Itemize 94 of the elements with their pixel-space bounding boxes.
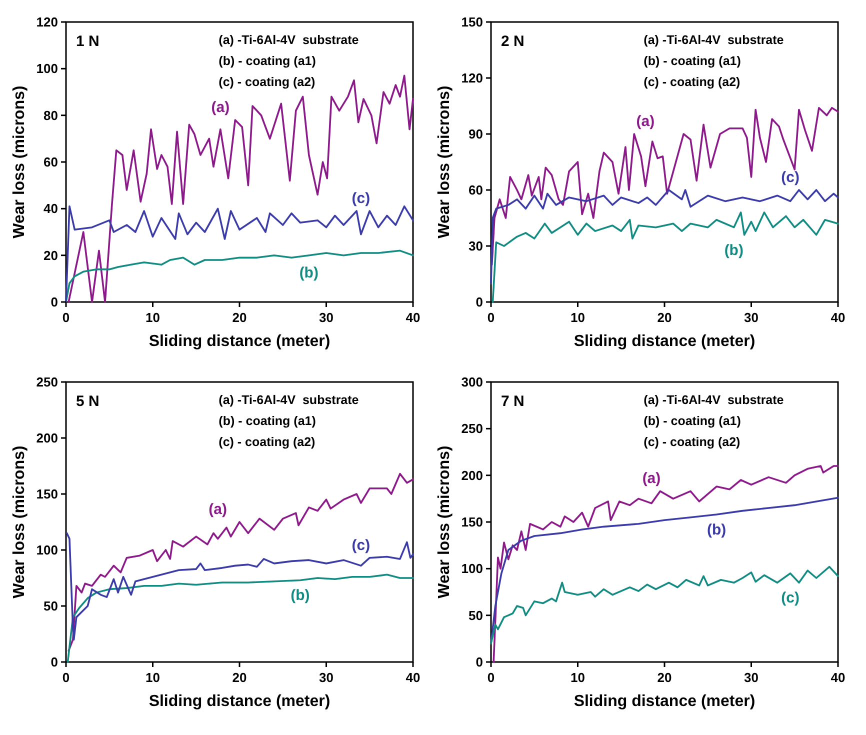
series-label: (c): [781, 590, 800, 607]
annotation: (a) -Ti-6Al-4V substrate: [218, 33, 359, 47]
y-tick-label: 50: [468, 608, 483, 623]
x-tick-label: 10: [570, 670, 585, 685]
y-tick-label: 40: [44, 201, 58, 216]
line-series: [66, 574, 414, 663]
x-axis-title: Sliding distance (meter): [148, 333, 330, 350]
line-series: [492, 212, 839, 303]
y-tick-label: 90: [468, 126, 483, 142]
series-label: (b): [290, 587, 310, 604]
y-tick-label: 50: [44, 598, 58, 614]
series-label: (a): [208, 501, 227, 518]
series-label: (a): [636, 113, 655, 130]
x-tick-label: 40: [830, 310, 846, 325]
annotation: (b) - coating (a1): [218, 414, 316, 428]
annotation: (a) -Ti-6Al-4V substrate: [644, 393, 784, 407]
x-tick-label: 40: [406, 670, 420, 685]
y-tick-label: 0: [476, 294, 483, 310]
y-tick-label: 120: [461, 70, 483, 86]
line-series: [68, 74, 414, 303]
text: 5 N: [76, 393, 100, 410]
x-tick-label: 30: [744, 310, 758, 325]
y-tick-label: 200: [461, 468, 483, 483]
line-series: [65, 250, 414, 303]
x-tick-label: 20: [232, 310, 247, 325]
y-tick-label: 200: [36, 430, 58, 446]
annotation: (c) - coating (a2): [218, 435, 316, 449]
y-tick-label: 150: [461, 514, 483, 530]
x-tick-label: 20: [657, 310, 672, 325]
y-tick-label: 0: [50, 654, 58, 670]
annotation: (a) -Ti-6Al-4V substrate: [218, 393, 359, 407]
annotation: (b) - coating (a1): [644, 54, 741, 68]
line-series: [68, 472, 414, 652]
series-label: (c): [781, 169, 800, 186]
series-label: (b): [706, 522, 726, 539]
y-axis-title: Wear loss (microns): [436, 446, 453, 598]
x-tick-label: 40: [406, 310, 420, 325]
x-axis-title: Sliding distance (meter): [574, 693, 756, 710]
x-tick-label: 10: [146, 310, 160, 325]
x-tick-label: 30: [319, 310, 334, 325]
y-tick-label: 120: [36, 14, 58, 30]
x-tick-label: 0: [62, 310, 70, 325]
annotation: (b) - coating (a1): [218, 54, 316, 68]
y-tick-label: 80: [44, 108, 58, 123]
series-label: (a): [211, 99, 230, 116]
y-tick-label: 100: [36, 61, 58, 76]
line-series: [490, 189, 839, 284]
y-tick-label: 150: [461, 14, 483, 30]
text: 7 N: [501, 393, 524, 410]
y-tick-label: 30: [468, 238, 483, 254]
line-series: [490, 106, 839, 266]
annotation: (c) - coating (a2): [644, 75, 740, 89]
x-tick-label: 40: [830, 670, 846, 685]
x-tick-label: 30: [744, 670, 758, 685]
y-axis-title: Wear loss (microns): [11, 446, 28, 598]
series-label: (c): [352, 190, 370, 207]
x-tick-label: 0: [62, 670, 70, 685]
y-tick-label: 0: [50, 294, 58, 310]
y-tick-label: 60: [468, 182, 483, 198]
annotation: (b) - coating (a1): [644, 414, 741, 428]
x-tick-label: 10: [146, 670, 160, 685]
x-tick-label: 20: [657, 670, 672, 685]
y-tick-label: 0: [476, 654, 483, 670]
line-series: [490, 496, 839, 644]
text: 1 N: [76, 33, 100, 50]
y-tick-label: 20: [44, 248, 58, 263]
x-tick-label: 0: [487, 670, 495, 685]
line-series: [65, 205, 414, 303]
y-tick-label: 250: [36, 374, 58, 390]
series-label: (c): [352, 536, 370, 554]
y-axis-title: Wear loss (microns): [436, 86, 453, 238]
x-tick-label: 20: [232, 670, 247, 685]
x-axis-title: Sliding distance (meter): [148, 693, 330, 710]
y-axis-title: Wear loss (microns): [11, 86, 28, 238]
y-tick-label: 250: [461, 421, 483, 436]
y-tick-label: 300: [461, 374, 483, 390]
line-series: [492, 465, 839, 663]
annotation: (a) -Ti-6Al-4V substrate: [644, 33, 784, 47]
annotation: (c) - coating (a2): [218, 75, 316, 89]
y-tick-label: 100: [36, 542, 58, 558]
series-label: (b): [724, 242, 744, 259]
series-label: (a): [642, 470, 661, 488]
x-tick-label: 10: [570, 310, 585, 325]
y-tick-label: 60: [44, 154, 58, 170]
x-tick-label: 0: [487, 310, 495, 325]
x-axis-title: Sliding distance (meter): [574, 333, 756, 350]
line-series: [490, 566, 839, 644]
text: 2 N: [501, 33, 524, 50]
y-tick-label: 150: [36, 486, 58, 502]
y-tick-label: 100: [461, 561, 483, 576]
annotation: (c) - coating (a2): [644, 435, 740, 449]
line-series: [66, 532, 414, 640]
series-label: (b): [299, 264, 318, 282]
x-tick-label: 30: [319, 670, 334, 685]
